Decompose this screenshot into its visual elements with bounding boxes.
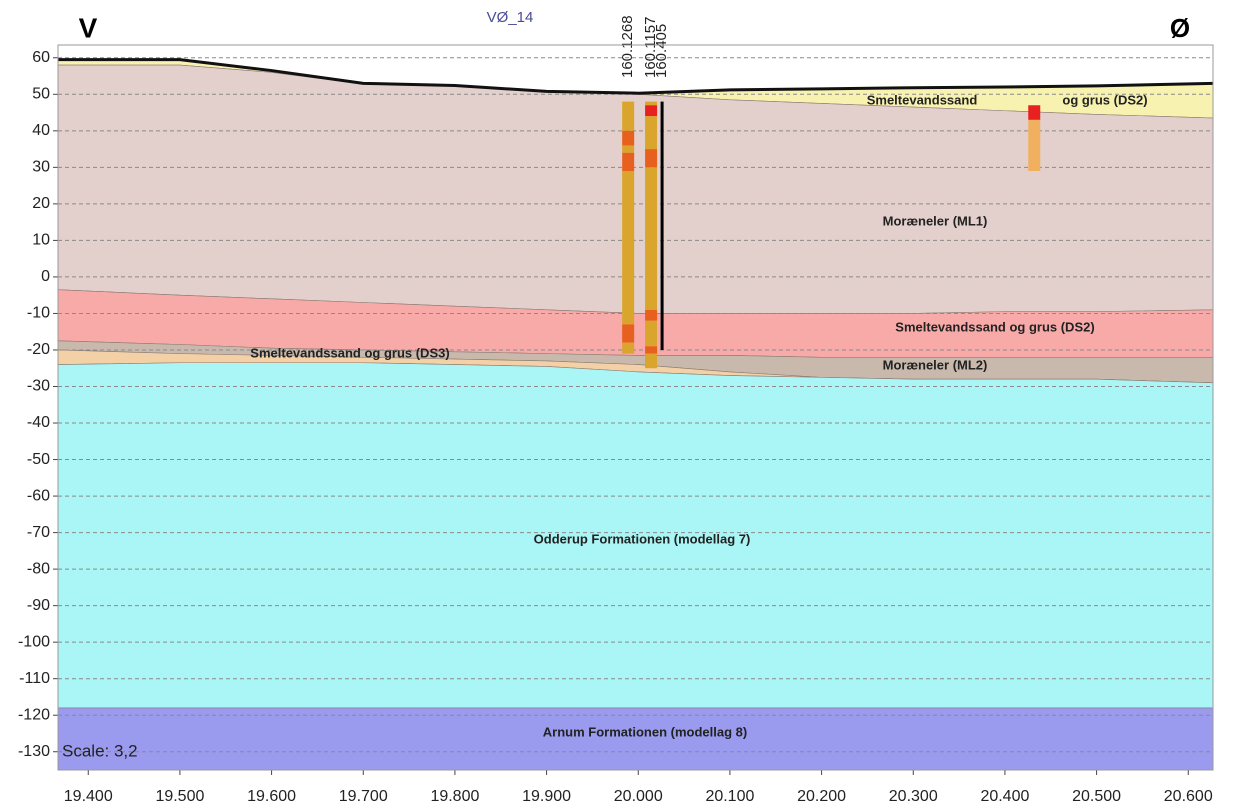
x-tick-label: 20.600 <box>1164 788 1213 805</box>
borehole-interval <box>645 310 657 321</box>
y-tick-label: -10 <box>27 305 50 322</box>
y-tick-label: -50 <box>27 451 50 468</box>
borehole-interval <box>645 116 657 149</box>
borehole-interval <box>645 321 657 347</box>
y-tick-label: -100 <box>18 633 50 650</box>
borehole-interval <box>1028 120 1040 171</box>
y-tick-label: 60 <box>32 49 50 66</box>
y-tick-label: -40 <box>27 414 50 431</box>
borehole-interval <box>622 131 634 146</box>
profile-title: VØ_14 <box>487 9 534 26</box>
x-tick-label: 19.500 <box>155 788 204 805</box>
layer-label: Moræneler (ML2) <box>883 357 988 372</box>
y-tick-label: 40 <box>32 122 50 139</box>
x-tick-label: 20.500 <box>1072 788 1121 805</box>
borehole-interval <box>622 153 634 171</box>
west-label: V <box>79 12 98 43</box>
borehole-interval <box>622 171 634 324</box>
layer-label: Smeltevandssand og grus (DS3) <box>250 345 449 360</box>
x-tick-label: 20.000 <box>614 788 663 805</box>
layer-label: Smeltevandssand <box>867 92 978 107</box>
y-tick-label: 30 <box>32 159 50 176</box>
layer-label: Moræneler (ML1) <box>883 213 988 228</box>
x-tick-label: 19.700 <box>339 788 388 805</box>
borehole-label: 160.405 <box>653 24 670 78</box>
y-tick-label: 0 <box>41 268 50 285</box>
layer-label: Arnum Formationen (modellag 8) <box>543 724 747 739</box>
east-label: Ø <box>1170 13 1190 43</box>
y-tick-label: -70 <box>27 524 50 541</box>
y-tick-label: -130 <box>18 743 50 760</box>
y-tick-label: -110 <box>19 670 50 687</box>
x-tick-label: 19.400 <box>64 788 113 805</box>
y-tick-label: -30 <box>27 378 50 395</box>
scale-label: Scale: 3,2 <box>62 741 138 760</box>
borehole-interval <box>645 149 657 167</box>
borehole-interval <box>622 324 634 342</box>
borehole-interval <box>645 102 657 106</box>
borehole-interval <box>645 354 657 369</box>
borehole-interval <box>622 102 634 131</box>
borehole-interval <box>622 145 634 152</box>
y-tick-label: -20 <box>27 341 50 358</box>
borehole-label: 160.1268 <box>619 15 636 78</box>
x-tick-label: 20.200 <box>797 788 846 805</box>
x-tick-label: 19.600 <box>247 788 296 805</box>
y-tick-label: -120 <box>18 706 50 723</box>
x-tick-label: 20.300 <box>889 788 938 805</box>
layer-label: Smeltevandssand og grus (DS2) <box>895 319 1094 334</box>
x-tick-label: 19.900 <box>522 788 571 805</box>
x-tick-label: 20.400 <box>980 788 1029 805</box>
y-tick-label: -60 <box>27 487 50 504</box>
layer-label: Odderup Formationen (modellag 7) <box>534 531 751 546</box>
borehole-interval <box>622 343 634 354</box>
borehole-interval <box>645 167 657 309</box>
layer-label: og grus (DS2) <box>1062 92 1147 107</box>
borehole-interval <box>661 102 664 350</box>
borehole-interval <box>645 346 657 353</box>
borehole-interval <box>645 105 657 116</box>
y-tick-label: -90 <box>27 597 50 614</box>
x-tick-label: 20.100 <box>705 788 754 805</box>
plot-area: 60 50 40 30 20 10 0 -10 -20 -30 -40 -50 -60 -70 -80 -90… <box>18 15 1213 805</box>
y-tick-label: 10 <box>32 232 50 249</box>
x-tick-label: 19.800 <box>430 788 479 805</box>
y-tick-label: 50 <box>32 86 50 103</box>
chart: V Ø VØ_14 60 50 40 30 20 10 0 -10 -20 -30 -40 -50 -6… <box>0 0 1238 810</box>
borehole-interval <box>1028 105 1040 120</box>
y-tick-label: -80 <box>27 560 50 577</box>
y-tick-label: 20 <box>32 195 50 212</box>
